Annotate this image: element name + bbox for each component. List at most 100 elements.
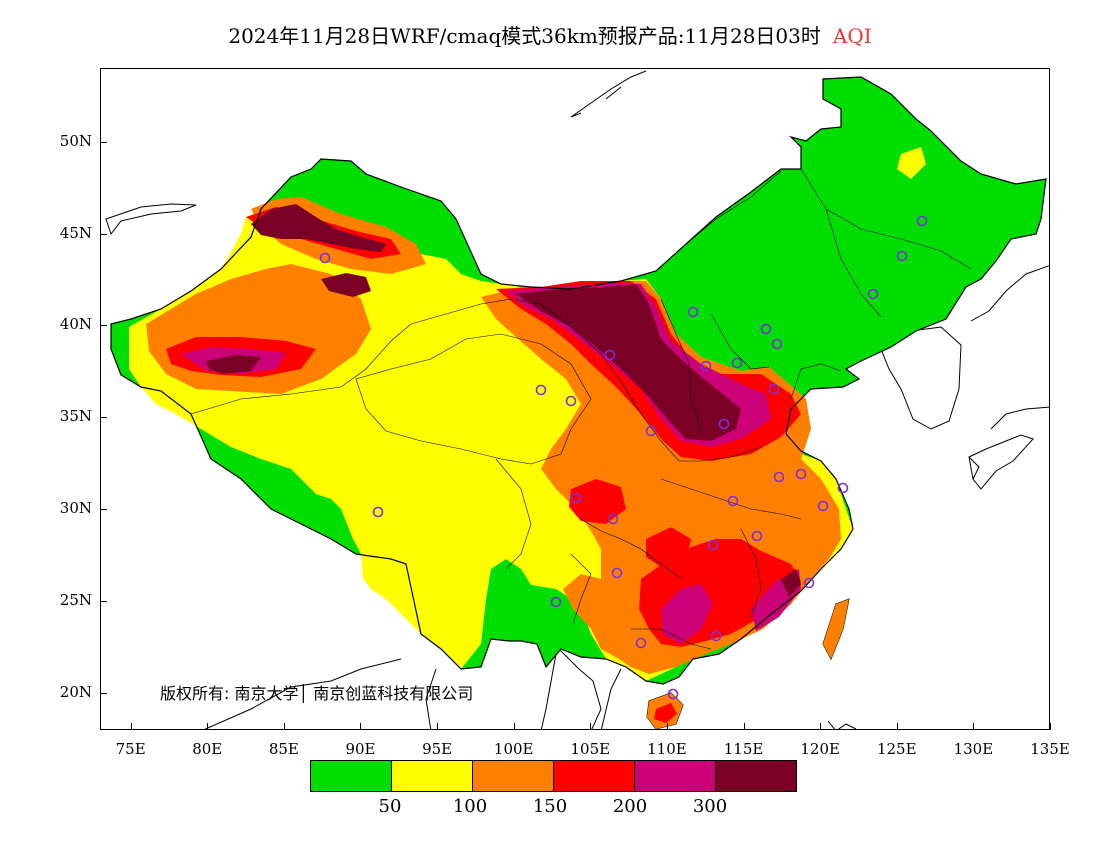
- japan-coast: [968, 406, 1049, 490]
- border-qinghai: [355, 333, 592, 465]
- lon-tick: [820, 723, 822, 730]
- border-xinjiang-tibet: [190, 313, 447, 415]
- china-aqi-fill: [111, 77, 1046, 729]
- station-hefei: [773, 471, 785, 483]
- china-outline: [110, 76, 1047, 685]
- legend-label-300: 300: [692, 796, 728, 817]
- aqi-red-sichuan: [569, 479, 626, 524]
- station-beijing: [760, 323, 772, 335]
- station-chengdu: [570, 492, 582, 504]
- title-variable: AQI: [832, 24, 872, 48]
- lat-label-50N: 50N: [59, 131, 92, 150]
- lon-tick: [743, 723, 745, 730]
- lon-label-125E: 125E: [876, 740, 917, 758]
- lon-label-85E: 85E: [268, 740, 299, 758]
- hainan-red-patch: [654, 703, 677, 723]
- station-urumqi: [319, 252, 331, 264]
- map-frame: [100, 68, 1050, 730]
- lon-tick: [437, 723, 439, 730]
- legend-swatch-2: [472, 761, 553, 791]
- border-tibet-sichuan: [495, 458, 532, 570]
- aqi-purple-south: [661, 584, 713, 644]
- station-hohhot: [687, 306, 699, 318]
- station-guangzhou: [710, 630, 722, 642]
- border-gansu: [445, 298, 642, 415]
- lon-label-135E: 135E: [1030, 740, 1070, 758]
- taiwan-fill: [823, 599, 849, 659]
- legend-label-150: 150: [532, 796, 568, 817]
- lon-label-115E: 115E: [723, 740, 764, 758]
- station-xian: [645, 425, 657, 437]
- lat-tick: [100, 233, 107, 235]
- lon-label-105E: 105E: [570, 740, 611, 758]
- station-guiyang: [611, 567, 623, 579]
- station-nanchang: [751, 530, 763, 542]
- lon-tick: [360, 723, 362, 730]
- color-legend: [310, 760, 797, 792]
- aqi-yellow-ne-patch: [897, 147, 926, 179]
- lat-tick: [100, 141, 107, 143]
- aqi-maroon-junggar: [251, 204, 386, 252]
- kyushu: [968, 456, 980, 480]
- lon-tick: [207, 723, 209, 730]
- station-fuzhou: [803, 577, 815, 589]
- station-nanning: [635, 637, 647, 649]
- indochina-border: [540, 648, 602, 729]
- legend-label-200: 200: [612, 796, 648, 817]
- legend-swatch-4: [634, 761, 715, 791]
- lon-tick: [973, 723, 975, 730]
- lon-label-90E: 90E: [345, 740, 376, 758]
- station-hangzhou: [817, 500, 829, 512]
- lat-label-45N: 45N: [59, 223, 92, 242]
- lon-label-100E: 100E: [493, 740, 534, 758]
- lon-label-130E: 130E: [953, 740, 994, 758]
- map-title: 2024年11月28日WRF/cmaq模式36km预报产品:11月28日03时 A…: [0, 20, 1100, 49]
- legend-label-50: 50: [378, 796, 402, 817]
- south-asia-border: [204, 658, 437, 729]
- lat-label-25N: 25N: [59, 591, 92, 610]
- station-lhasa: [372, 506, 384, 518]
- aqi-maroon-west: [206, 355, 261, 374]
- station-jinan: [768, 383, 780, 395]
- border-hebei-shanxi: [660, 298, 770, 430]
- title-text: 2024年11月28日WRF/cmaq模式36km预报产品:11月28日03时: [228, 24, 821, 48]
- station-shanghai: [837, 482, 849, 494]
- station-changchun: [896, 250, 908, 262]
- lat-label-35N: 35N: [59, 407, 92, 426]
- border-jiangxi-fujian: [740, 528, 762, 618]
- lon-tick: [283, 723, 285, 730]
- station-shijiazhuang: [731, 357, 743, 369]
- station-lanzhou: [565, 395, 577, 407]
- station-tianjin: [771, 338, 783, 350]
- lon-tick: [513, 723, 515, 730]
- border-shandong: [790, 363, 842, 400]
- station-harbin: [916, 215, 928, 227]
- station-yinchuan: [604, 349, 616, 361]
- lon-label-110E: 110E: [647, 740, 687, 758]
- city-stations: [319, 215, 928, 700]
- lon-label-80E: 80E: [192, 740, 223, 758]
- station-changsha: [707, 539, 719, 551]
- legend-swatch-5: [715, 761, 796, 791]
- station-zhengzhou: [718, 418, 730, 430]
- station-kunming: [550, 596, 562, 608]
- station-taiyuan: [700, 360, 712, 372]
- lat-tick: [100, 693, 107, 695]
- lon-tick: [590, 723, 592, 730]
- border-shaanxi-henan: [640, 413, 762, 462]
- station-haikou: [667, 688, 679, 700]
- lon-tick: [896, 723, 898, 730]
- lat-tick: [100, 509, 107, 511]
- legend-swatch-1: [391, 761, 472, 791]
- aqi-maroon-turpan: [321, 273, 371, 297]
- station-xining: [535, 384, 547, 396]
- aqi-maroon-north: [516, 284, 741, 441]
- copyright-notice: 版权所有: 南京大学│ 南京创蓝科技有限公司: [160, 684, 474, 703]
- lon-tick: [130, 723, 132, 730]
- station-shenyang: [867, 288, 879, 300]
- station-wuhan: [727, 495, 739, 507]
- legend-swatch-3: [553, 761, 634, 791]
- aqi-red-hunan: [646, 527, 691, 567]
- aqi-maroon-fujian: [781, 569, 801, 597]
- philippine-coast: [827, 720, 857, 729]
